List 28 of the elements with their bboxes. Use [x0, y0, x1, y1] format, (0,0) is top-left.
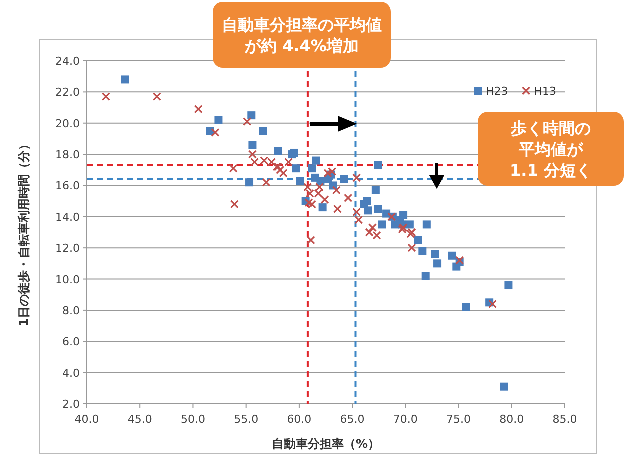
legend-label: H23 — [486, 85, 508, 98]
y-tick-label: 10.0 — [56, 273, 80, 286]
y-tick-label: 2.0 — [62, 398, 80, 411]
x-tick-label: 85.0 — [552, 413, 578, 426]
y-tick-label: 14.0 — [56, 210, 80, 224]
y-tick-label: 24.0 — [56, 55, 80, 68]
x-tick-label: 75.0 — [446, 413, 472, 426]
x-tick-label: 65.0 — [340, 413, 365, 426]
x-tick-label: 50.0 — [180, 413, 206, 426]
y-tick-label: 20.0 — [56, 117, 80, 130]
y-tick-label: 6.0 — [62, 336, 80, 349]
y-axis-title: 1日の徒歩・自転車利用時間（分） — [17, 138, 31, 327]
x-tick-label: 40.0 — [74, 413, 100, 426]
x-tick-label: 45.0 — [128, 413, 152, 426]
x-axis-title: 自動車分担率（%） — [272, 437, 380, 451]
x-tick-label: 60.0 — [287, 413, 312, 426]
y-tick-label: 18.0 — [56, 148, 80, 162]
y-tick-label: 12.0 — [56, 242, 80, 256]
legend-label: H13 — [534, 85, 557, 98]
y-tick-label: 22.0 — [56, 86, 80, 100]
x-tick-label: 55.0 — [234, 413, 259, 426]
annotation: 歩く時間の平均値が1.1 分短く — [510, 119, 592, 180]
x-tick-label: 80.0 — [500, 413, 524, 426]
x-tick-label: 70.0 — [393, 413, 418, 426]
y-tick-label: 8.0 — [62, 304, 80, 318]
y-tick-label: 4.0 — [62, 366, 80, 380]
y-tick-label: 16.0 — [56, 180, 80, 193]
text: 自動車分担率の平均値が約 4.4%増加 — [222, 16, 382, 56]
